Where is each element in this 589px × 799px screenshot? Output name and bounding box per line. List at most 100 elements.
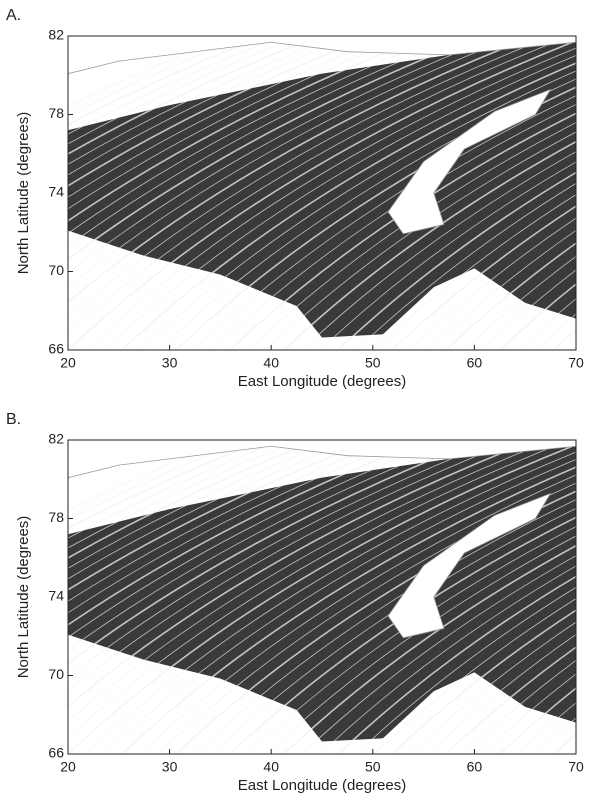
x-axis-title: East Longitude (degrees) <box>238 777 406 794</box>
y-tick-label: 66 <box>48 341 64 357</box>
track-streak <box>337 171 576 350</box>
sea-data <box>68 446 576 742</box>
track-streak <box>68 440 265 530</box>
track-streak <box>68 440 337 569</box>
track-streak <box>85 451 576 754</box>
track-streak <box>68 36 373 187</box>
track-streak <box>481 673 576 754</box>
track-streak <box>139 474 576 754</box>
track-streak <box>68 440 427 626</box>
track-streak <box>427 634 576 754</box>
x-tick-label: 60 <box>467 759 483 775</box>
panel-label: B. <box>6 411 21 428</box>
track-streak <box>68 440 391 602</box>
track-streak <box>68 443 576 754</box>
y-tick-label: 70 <box>48 262 64 278</box>
x-tick-label: 70 <box>568 355 584 371</box>
track-streak <box>68 440 535 708</box>
track-streak <box>445 646 576 754</box>
land <box>387 88 552 235</box>
track-streak <box>68 36 481 261</box>
track-streak <box>175 86 576 350</box>
track-streak <box>68 440 571 738</box>
track-streak <box>68 36 247 116</box>
track-streak <box>68 36 499 274</box>
track-streak <box>68 440 481 665</box>
track-streak <box>68 36 229 107</box>
track-streak <box>373 194 576 350</box>
track-streak <box>247 526 576 754</box>
track-streak <box>463 255 576 350</box>
track-streak <box>68 36 265 126</box>
track-streak <box>85 47 576 350</box>
track-streak <box>68 36 445 234</box>
y-tick-label: 74 <box>48 184 64 200</box>
y-axis-title: North Latitude (degrees) <box>15 516 32 679</box>
y-tick-label: 66 <box>48 745 64 761</box>
track-streak <box>229 516 576 754</box>
land <box>387 492 552 639</box>
track-streak <box>68 36 337 165</box>
y-tick-label: 70 <box>48 666 64 682</box>
track-streak <box>391 609 576 754</box>
track-streak <box>103 459 576 754</box>
x-tick-label: 70 <box>568 759 584 775</box>
track-streak <box>463 659 576 754</box>
track-streak <box>68 36 571 334</box>
land <box>68 440 576 479</box>
track-streak <box>68 36 355 176</box>
y-tick-label: 78 <box>48 105 64 121</box>
track-streak <box>355 182 576 350</box>
x-tick-label: 50 <box>365 759 381 775</box>
track-streak <box>103 55 576 350</box>
track-streak <box>68 36 427 222</box>
track-streak <box>229 112 576 350</box>
sea-data <box>68 42 576 338</box>
track-streak <box>68 440 283 539</box>
track-streak <box>68 36 463 247</box>
track-streak <box>283 140 576 350</box>
track-streak <box>139 70 576 350</box>
x-tick-label: 30 <box>162 355 178 371</box>
track-streak <box>68 39 576 350</box>
track-streak <box>68 440 319 559</box>
y-tick-label: 78 <box>48 509 64 525</box>
track-streak <box>283 544 576 754</box>
track-streak <box>445 242 576 350</box>
track-streak <box>68 36 319 155</box>
x-tick-label: 50 <box>365 355 381 371</box>
y-tick-label: 82 <box>48 27 64 43</box>
track-streak <box>68 36 391 198</box>
x-axis-title: East Longitude (degrees) <box>238 373 406 390</box>
x-tick-label: 60 <box>467 355 483 371</box>
track-streak <box>68 440 463 651</box>
track-streak <box>68 36 283 135</box>
x-tick-label: 20 <box>60 759 76 775</box>
track-streak <box>68 440 499 678</box>
track-streak <box>68 440 409 614</box>
track-streak <box>301 555 576 754</box>
track-streak <box>409 217 576 350</box>
track-streak <box>175 490 576 754</box>
track-streak <box>319 565 576 754</box>
track-streak <box>68 440 355 580</box>
y-tick-label: 82 <box>48 431 64 447</box>
track-streak <box>68 440 553 723</box>
track-streak <box>68 440 247 520</box>
track-streak <box>68 440 301 549</box>
y-axis-title: North Latitude (degrees) <box>15 112 32 275</box>
map-area <box>68 36 576 350</box>
x-tick-label: 30 <box>162 759 178 775</box>
track-streak <box>247 122 576 350</box>
track-streak <box>68 36 301 145</box>
track-streak <box>157 78 576 350</box>
track-streak <box>355 586 576 754</box>
track-streak <box>337 575 576 754</box>
track-streak <box>265 131 576 350</box>
track-streak <box>499 283 576 350</box>
track-streak <box>68 440 517 692</box>
track-streak <box>481 269 576 350</box>
track-streak <box>157 482 576 754</box>
land <box>68 36 576 75</box>
